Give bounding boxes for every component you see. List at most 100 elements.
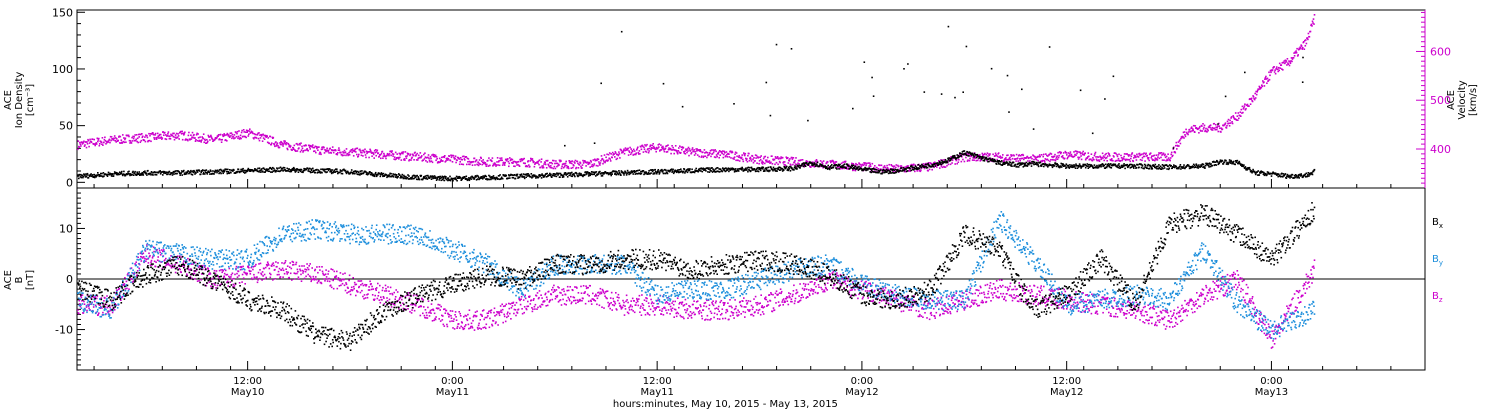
velocity-point [436,158,438,160]
density-point [388,176,390,178]
velocity-point [986,154,988,156]
velocity-point [633,149,635,151]
velocity-point [322,148,324,150]
velocity-point [338,147,340,149]
density-point [83,176,85,178]
density-point [755,170,757,172]
velocity-point [1022,158,1024,160]
velocity-point [220,134,222,136]
velocity-point [816,159,818,161]
velocity-point [776,162,778,164]
density-point [592,173,594,175]
velocity-point [987,152,989,154]
velocity-point [615,152,617,154]
velocity-point [128,136,130,138]
velocity-point [1163,159,1165,161]
velocity-point [1027,156,1029,158]
density-point [523,173,525,175]
density-point [1103,165,1105,167]
velocity-point [688,155,690,157]
velocity-point [718,157,720,159]
velocity-point [604,162,606,164]
velocity-point [444,157,446,159]
density-point [1037,164,1039,166]
velocity-point [395,152,397,154]
velocity-point [923,163,925,165]
density-point [940,162,942,164]
density-point [1255,174,1257,176]
velocity-point [565,163,567,165]
velocity-point [627,149,629,151]
density-point [941,160,943,162]
density-point [932,166,934,168]
velocity-point [88,140,90,142]
velocity-point [542,165,544,167]
velocity-point [1187,134,1189,136]
velocity-point [1077,151,1079,153]
density-point [960,153,962,155]
density-point [108,172,110,174]
velocity-point [1010,159,1012,161]
velocity-point [736,152,738,154]
density-point [132,171,134,173]
velocity-point [1219,127,1221,129]
density-point [262,170,264,172]
density-point [1287,174,1289,176]
density-point [571,172,573,174]
density-point [501,177,503,179]
velocity-point [570,161,572,163]
velocity-point [660,144,662,146]
velocity-point [474,158,476,160]
velocity-point [1002,157,1004,159]
velocity-point [264,138,266,140]
density-point [499,174,501,176]
velocity-point [632,151,634,153]
density-point [1145,165,1147,167]
velocity-point [1247,104,1249,106]
density-point [551,176,553,178]
velocity-point [351,152,353,154]
velocity-point [160,134,162,136]
velocity-point [736,156,738,158]
velocity-point [754,160,756,162]
velocity-point [170,138,172,140]
velocity-point [853,163,855,165]
velocity-point [872,163,874,165]
density-point [514,174,516,176]
density-point [486,176,488,178]
velocity-point [704,149,706,151]
velocity-point [1311,24,1313,26]
velocity-point [619,157,621,159]
density-point [204,173,206,175]
velocity-point [348,152,350,154]
velocity-point [377,150,379,152]
velocity-point [1207,128,1209,130]
density-point [1233,161,1235,163]
velocity-point [1214,129,1216,131]
density-point [671,168,673,170]
density-point [1037,162,1039,164]
velocity-point [975,160,977,162]
velocity-point [197,133,199,135]
velocity-point [538,164,540,166]
density-point [988,161,990,163]
velocity-point [1028,157,1030,159]
velocity-point [455,162,457,164]
density-point [998,163,1000,165]
density-point [78,178,80,180]
density-point [1074,165,1076,167]
velocity-point [1268,72,1270,74]
density-point [228,171,230,173]
density-point [1289,177,1291,179]
density-point [742,168,744,170]
velocity-point [1226,125,1228,127]
velocity-point [886,165,888,167]
density-point [346,173,348,175]
density-point [84,175,86,177]
velocity-point [571,163,573,165]
velocity-point [1141,154,1143,156]
velocity-point [461,159,463,161]
velocity-point [1023,159,1025,161]
velocity-point [169,136,171,138]
velocity-point [665,148,667,150]
